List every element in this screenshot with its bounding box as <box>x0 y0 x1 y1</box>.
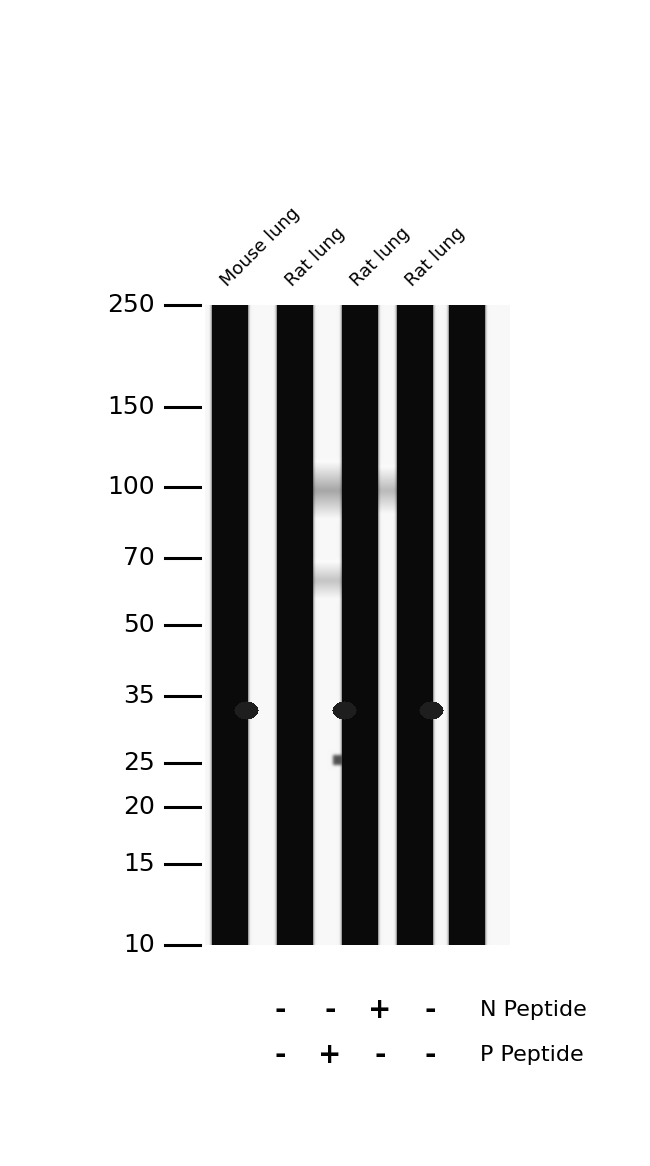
Text: -: - <box>424 1041 436 1069</box>
Text: 100: 100 <box>107 476 155 499</box>
Text: 25: 25 <box>124 751 155 775</box>
Text: 150: 150 <box>107 394 155 419</box>
Text: Rat lung: Rat lung <box>282 224 348 290</box>
Text: 35: 35 <box>124 684 155 708</box>
Text: Mouse lung: Mouse lung <box>217 204 303 290</box>
Text: -: - <box>424 996 436 1024</box>
Text: N Peptide: N Peptide <box>480 1000 587 1020</box>
Text: +: + <box>318 1041 342 1069</box>
Text: Rat lung: Rat lung <box>347 224 413 290</box>
Text: 10: 10 <box>124 933 155 957</box>
Text: 15: 15 <box>124 852 155 877</box>
Text: -: - <box>274 996 286 1024</box>
Text: P Peptide: P Peptide <box>480 1045 584 1065</box>
Text: -: - <box>374 1041 385 1069</box>
Text: -: - <box>274 1041 286 1069</box>
Text: 20: 20 <box>123 795 155 820</box>
Text: 250: 250 <box>107 293 155 317</box>
Text: 50: 50 <box>124 613 155 637</box>
Text: Rat lung: Rat lung <box>402 224 468 290</box>
Text: 70: 70 <box>124 546 155 570</box>
Text: +: + <box>369 996 392 1024</box>
Text: -: - <box>324 996 336 1024</box>
